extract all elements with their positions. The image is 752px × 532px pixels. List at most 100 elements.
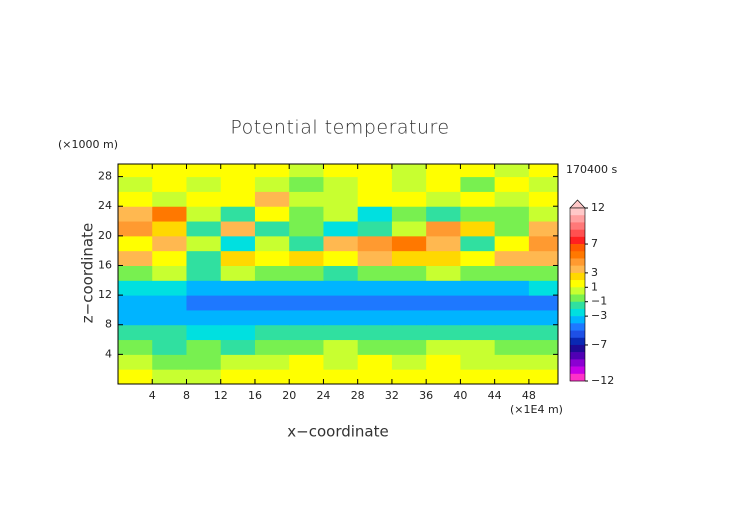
heat-cell [186,309,222,326]
heatmap [118,164,558,384]
heat-cell [118,295,153,311]
heat-cell [289,221,324,237]
heat-cell [152,295,187,311]
colorbar-band [570,229,585,238]
x-tick-label: 16 [248,389,262,402]
heat-cell [460,191,496,207]
heat-cell [186,369,222,384]
x-tick-label: 20 [282,389,296,402]
heat-cell [152,265,187,281]
heat-cell [426,354,461,370]
heat-cell [528,221,558,237]
heat-cell [391,176,427,192]
x-tick-label: 4 [149,389,156,402]
heat-cell [357,235,393,252]
heat-cell [289,369,324,384]
heat-cell [528,164,558,178]
heat-cell [528,339,558,355]
heat-cell [152,176,187,192]
heat-cell [186,235,222,252]
colorbar-frame [569,207,586,382]
colorbar-band [570,272,585,281]
colorbar-band [570,373,585,382]
colorbar-band [570,352,585,360]
heat-cell [186,206,222,222]
heat-cell [323,324,359,341]
heat-cell [220,280,256,296]
heat-cell [254,221,290,237]
heat-cell [426,295,461,311]
heat-cell [391,354,427,370]
time-label: 170400 s [566,163,617,176]
heat-cell [391,235,427,252]
colorbar-label: 7 [591,237,598,250]
heat-cell [494,354,530,370]
heat-cell [494,280,530,296]
y-tick-label: 20 [98,229,112,242]
heat-cell [220,191,256,207]
heat-cell [289,164,324,178]
x-tick-label: 28 [351,389,365,402]
y-tick-label: 16 [98,258,112,271]
colorbar-band [570,244,585,252]
heat-cell [323,309,359,326]
heat-cell [254,250,290,266]
heat-cell [152,324,187,341]
heat-cell [426,265,461,281]
heat-cell [426,339,461,355]
heat-cell [357,354,393,370]
colorbar-label: 3 [591,266,598,279]
heat-cell [357,309,393,326]
colorbar-label: 1 [591,280,598,293]
heat-cell [220,221,256,237]
y-unit-label: (×1000 m) [58,138,118,151]
heat-cell [460,309,496,326]
heat-cell [391,191,427,207]
x-axis-title: x−coordinate [287,423,388,441]
heat-cell [391,250,427,266]
colorbar-label: −1 [591,295,607,308]
heat-cell [391,339,427,355]
heat-cell [528,265,558,281]
heat-cell [357,280,393,296]
heat-cell [391,295,427,311]
heat-cell [289,280,324,296]
heat-cell [254,309,290,326]
heat-cell [152,221,187,237]
heat-cell [460,206,496,222]
heat-cell [289,265,324,281]
heat-cell [289,339,324,355]
heat-cell [426,369,461,384]
heat-cell [118,324,153,341]
heat-cell [494,221,530,237]
heat-cell [528,309,558,326]
x-tick-label: 24 [316,389,330,402]
heat-cell [323,221,359,237]
heat-cell [220,324,256,341]
heat-cell [494,235,530,252]
heat-cell [460,280,496,296]
heat-cell [494,369,530,384]
heat-cell [528,369,558,384]
heat-cell [323,265,359,281]
heat-cell [186,339,222,355]
heat-cell [460,250,496,266]
heat-cell [118,369,153,384]
heat-cell [494,206,530,222]
heat-cell [152,369,187,384]
colorbar-band [570,294,585,303]
x-tick-label: 36 [419,389,433,402]
y-tick-label: 4 [105,347,112,360]
y-tick-label: 28 [98,170,112,183]
colorbar-label: −7 [591,338,607,351]
heat-cell [323,339,359,355]
heat-cell [220,354,256,370]
heat-cell [357,265,393,281]
colorbar-extension [569,199,586,209]
colorbar-label: −12 [591,374,614,387]
colorbar-band [570,258,585,266]
heat-cell [391,309,427,326]
plot-frame [117,163,559,385]
colorbar-band [570,359,585,367]
